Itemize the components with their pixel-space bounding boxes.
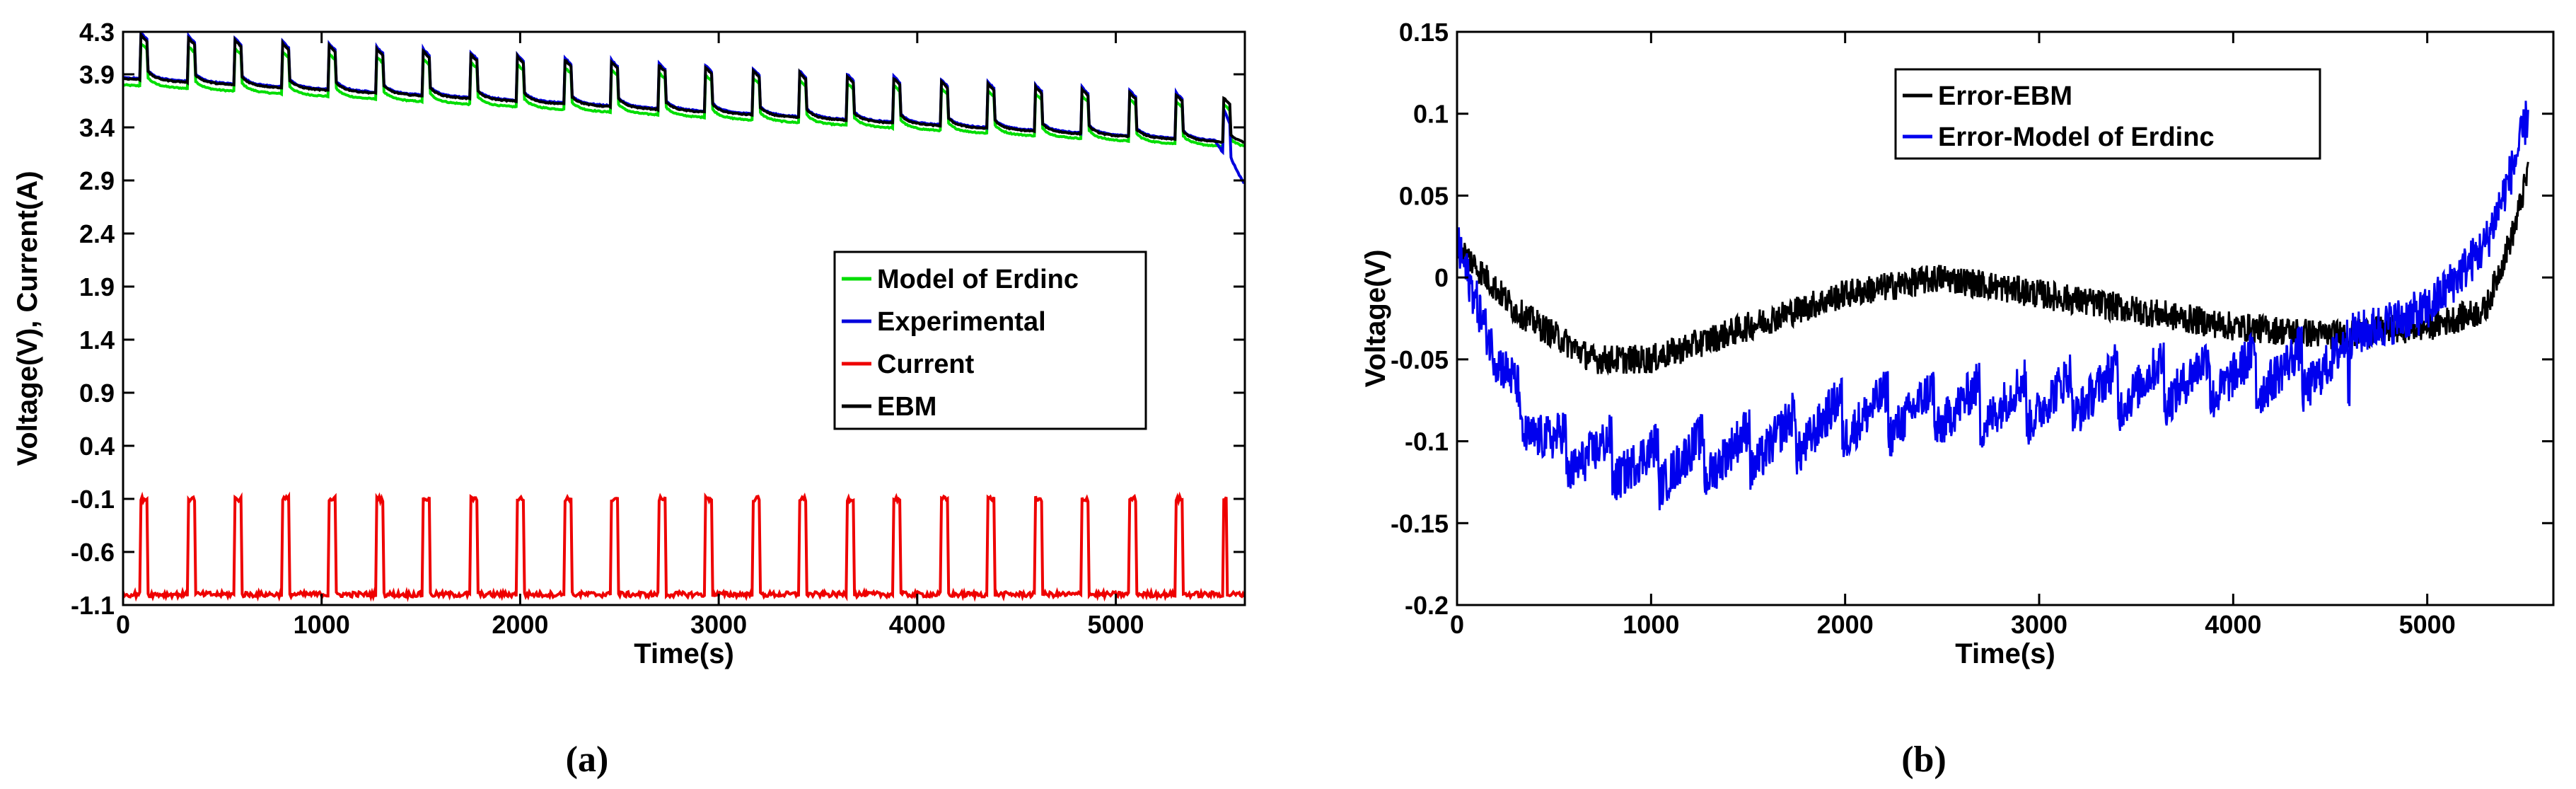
- y-tick-label: 1.4: [79, 326, 115, 355]
- y-tick-label: 2.9: [79, 166, 115, 195]
- series-line-ebm: [123, 32, 1245, 144]
- y-tick-label: 0.05: [1399, 181, 1449, 210]
- series-line-error-model-of-erdinc: [1457, 100, 2529, 511]
- y-tick-label: -0.1: [71, 485, 115, 514]
- y-tick-label: 0.4: [79, 432, 115, 461]
- x-axis-label: Time(s): [634, 638, 734, 669]
- x-tick-label: 0: [116, 610, 130, 639]
- y-tick-label: 1.9: [79, 272, 115, 301]
- legend-entry: Error-EBM: [1938, 81, 2072, 111]
- series-group: [1457, 100, 2529, 511]
- x-tick-label: 3000: [2011, 610, 2067, 639]
- y-tick-label: -1.1: [71, 591, 115, 620]
- y-axis-label: Voltage(V): [1360, 250, 1391, 388]
- series-line-current: [123, 491, 1245, 603]
- x-tick-label: 4000: [2205, 610, 2261, 639]
- legend-entry: Model of Erdinc: [877, 265, 1079, 294]
- x-tick-label: 0: [1450, 610, 1464, 639]
- x-tick-label: 2000: [492, 610, 548, 639]
- y-tick-label: 0.15: [1399, 18, 1449, 47]
- y-tick-label: -0.6: [71, 538, 115, 567]
- y-tick-label: -0.05: [1391, 345, 1449, 374]
- legend: Model of Erdinc Experimental Current EBM: [833, 250, 1147, 430]
- x-axis-label: Time(s): [1955, 638, 2055, 669]
- chart-panel-b: 0 1000 2000 3000 4000 5000 0.15 0.1 0.05 0 -0.05 -0…: [1360, 18, 2555, 780]
- y-tick-label: -0.1: [1405, 427, 1449, 456]
- y-tick-label: 3.9: [79, 60, 115, 89]
- y-tick-label: 0: [1434, 263, 1449, 292]
- x-tick-label: 5000: [1087, 610, 1144, 639]
- y-tick-label: 3.4: [79, 113, 115, 142]
- x-tick-label: 3000: [690, 610, 747, 639]
- x-tick-label: 4000: [889, 610, 946, 639]
- figure-caption: (b): [1901, 739, 1946, 780]
- y-axis-label: Voltage(V), Current(A): [12, 171, 43, 466]
- x-tick-label: 1000: [1623, 610, 1679, 639]
- chart-panel-a: 0 1000 2000 3000 4000 5000 4.3 3.9 3.4 2.9 2.4 1.9 1…: [12, 18, 1246, 780]
- legend-entry: Error-Model of Erdinc: [1938, 122, 2215, 152]
- figure-caption: (a): [566, 739, 609, 780]
- y-tick-label: -0.15: [1391, 509, 1449, 538]
- legend-box: [833, 250, 1147, 430]
- x-tick-label: 5000: [2399, 610, 2456, 639]
- plot-frame: [122, 30, 1246, 606]
- y-tick-label: 0.1: [1413, 100, 1449, 129]
- legend-entry: Current: [877, 350, 975, 379]
- legend-entry: Experimental: [877, 307, 1046, 337]
- series-line-model-of-erdinc: [123, 40, 1245, 149]
- series-line-experimental: [123, 32, 1245, 185]
- x-tick-label: 2000: [1817, 610, 1874, 639]
- legend: Error-EBM Error-Model of Erdinc: [1894, 68, 2321, 160]
- legend-entry: EBM: [877, 392, 936, 422]
- series-group: [123, 32, 1245, 603]
- y-tick-label: 4.3: [79, 18, 115, 47]
- y-tick-label: 2.4: [79, 219, 115, 248]
- y-tick-label: -0.2: [1405, 591, 1449, 620]
- plot-frame: [1456, 30, 2555, 606]
- legend-box: [1894, 68, 2321, 160]
- y-tick-label: 0.9: [79, 379, 115, 408]
- x-tick-label: 1000: [294, 610, 350, 639]
